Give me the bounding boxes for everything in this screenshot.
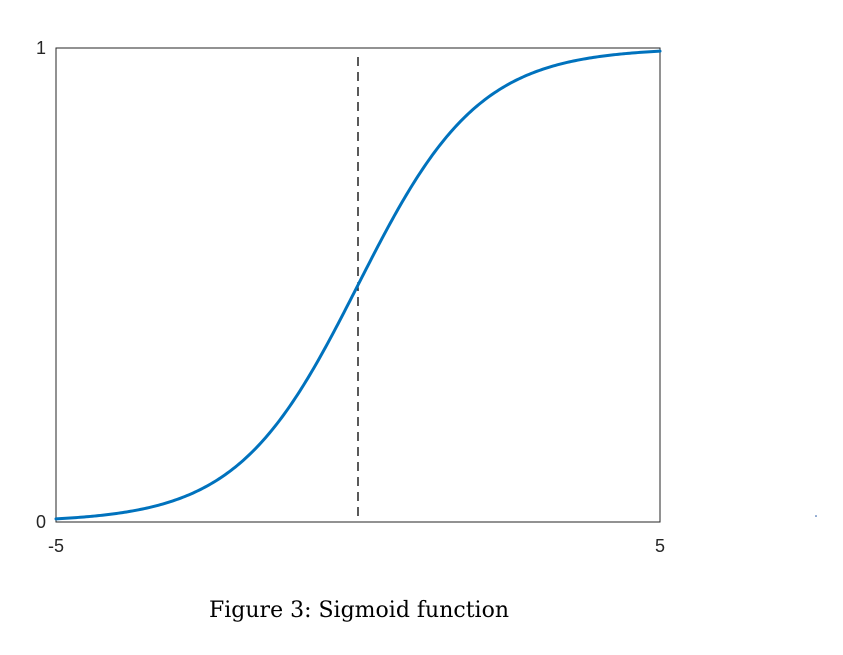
x-tick-label: 5 xyxy=(655,536,665,556)
x-tick-label: -5 xyxy=(48,536,64,556)
tick-marks xyxy=(55,47,661,523)
figure-caption: Figure 3: Sigmoid function xyxy=(209,598,509,623)
y-tick-label: 1 xyxy=(36,38,46,58)
sigmoid-curve xyxy=(54,49,662,521)
y-tick-label: 0 xyxy=(36,512,46,532)
stray-dot xyxy=(815,515,817,517)
tick-labels: -5 5 0 1 xyxy=(36,38,665,556)
sigmoid-chart: -5 5 0 1 xyxy=(36,38,817,556)
